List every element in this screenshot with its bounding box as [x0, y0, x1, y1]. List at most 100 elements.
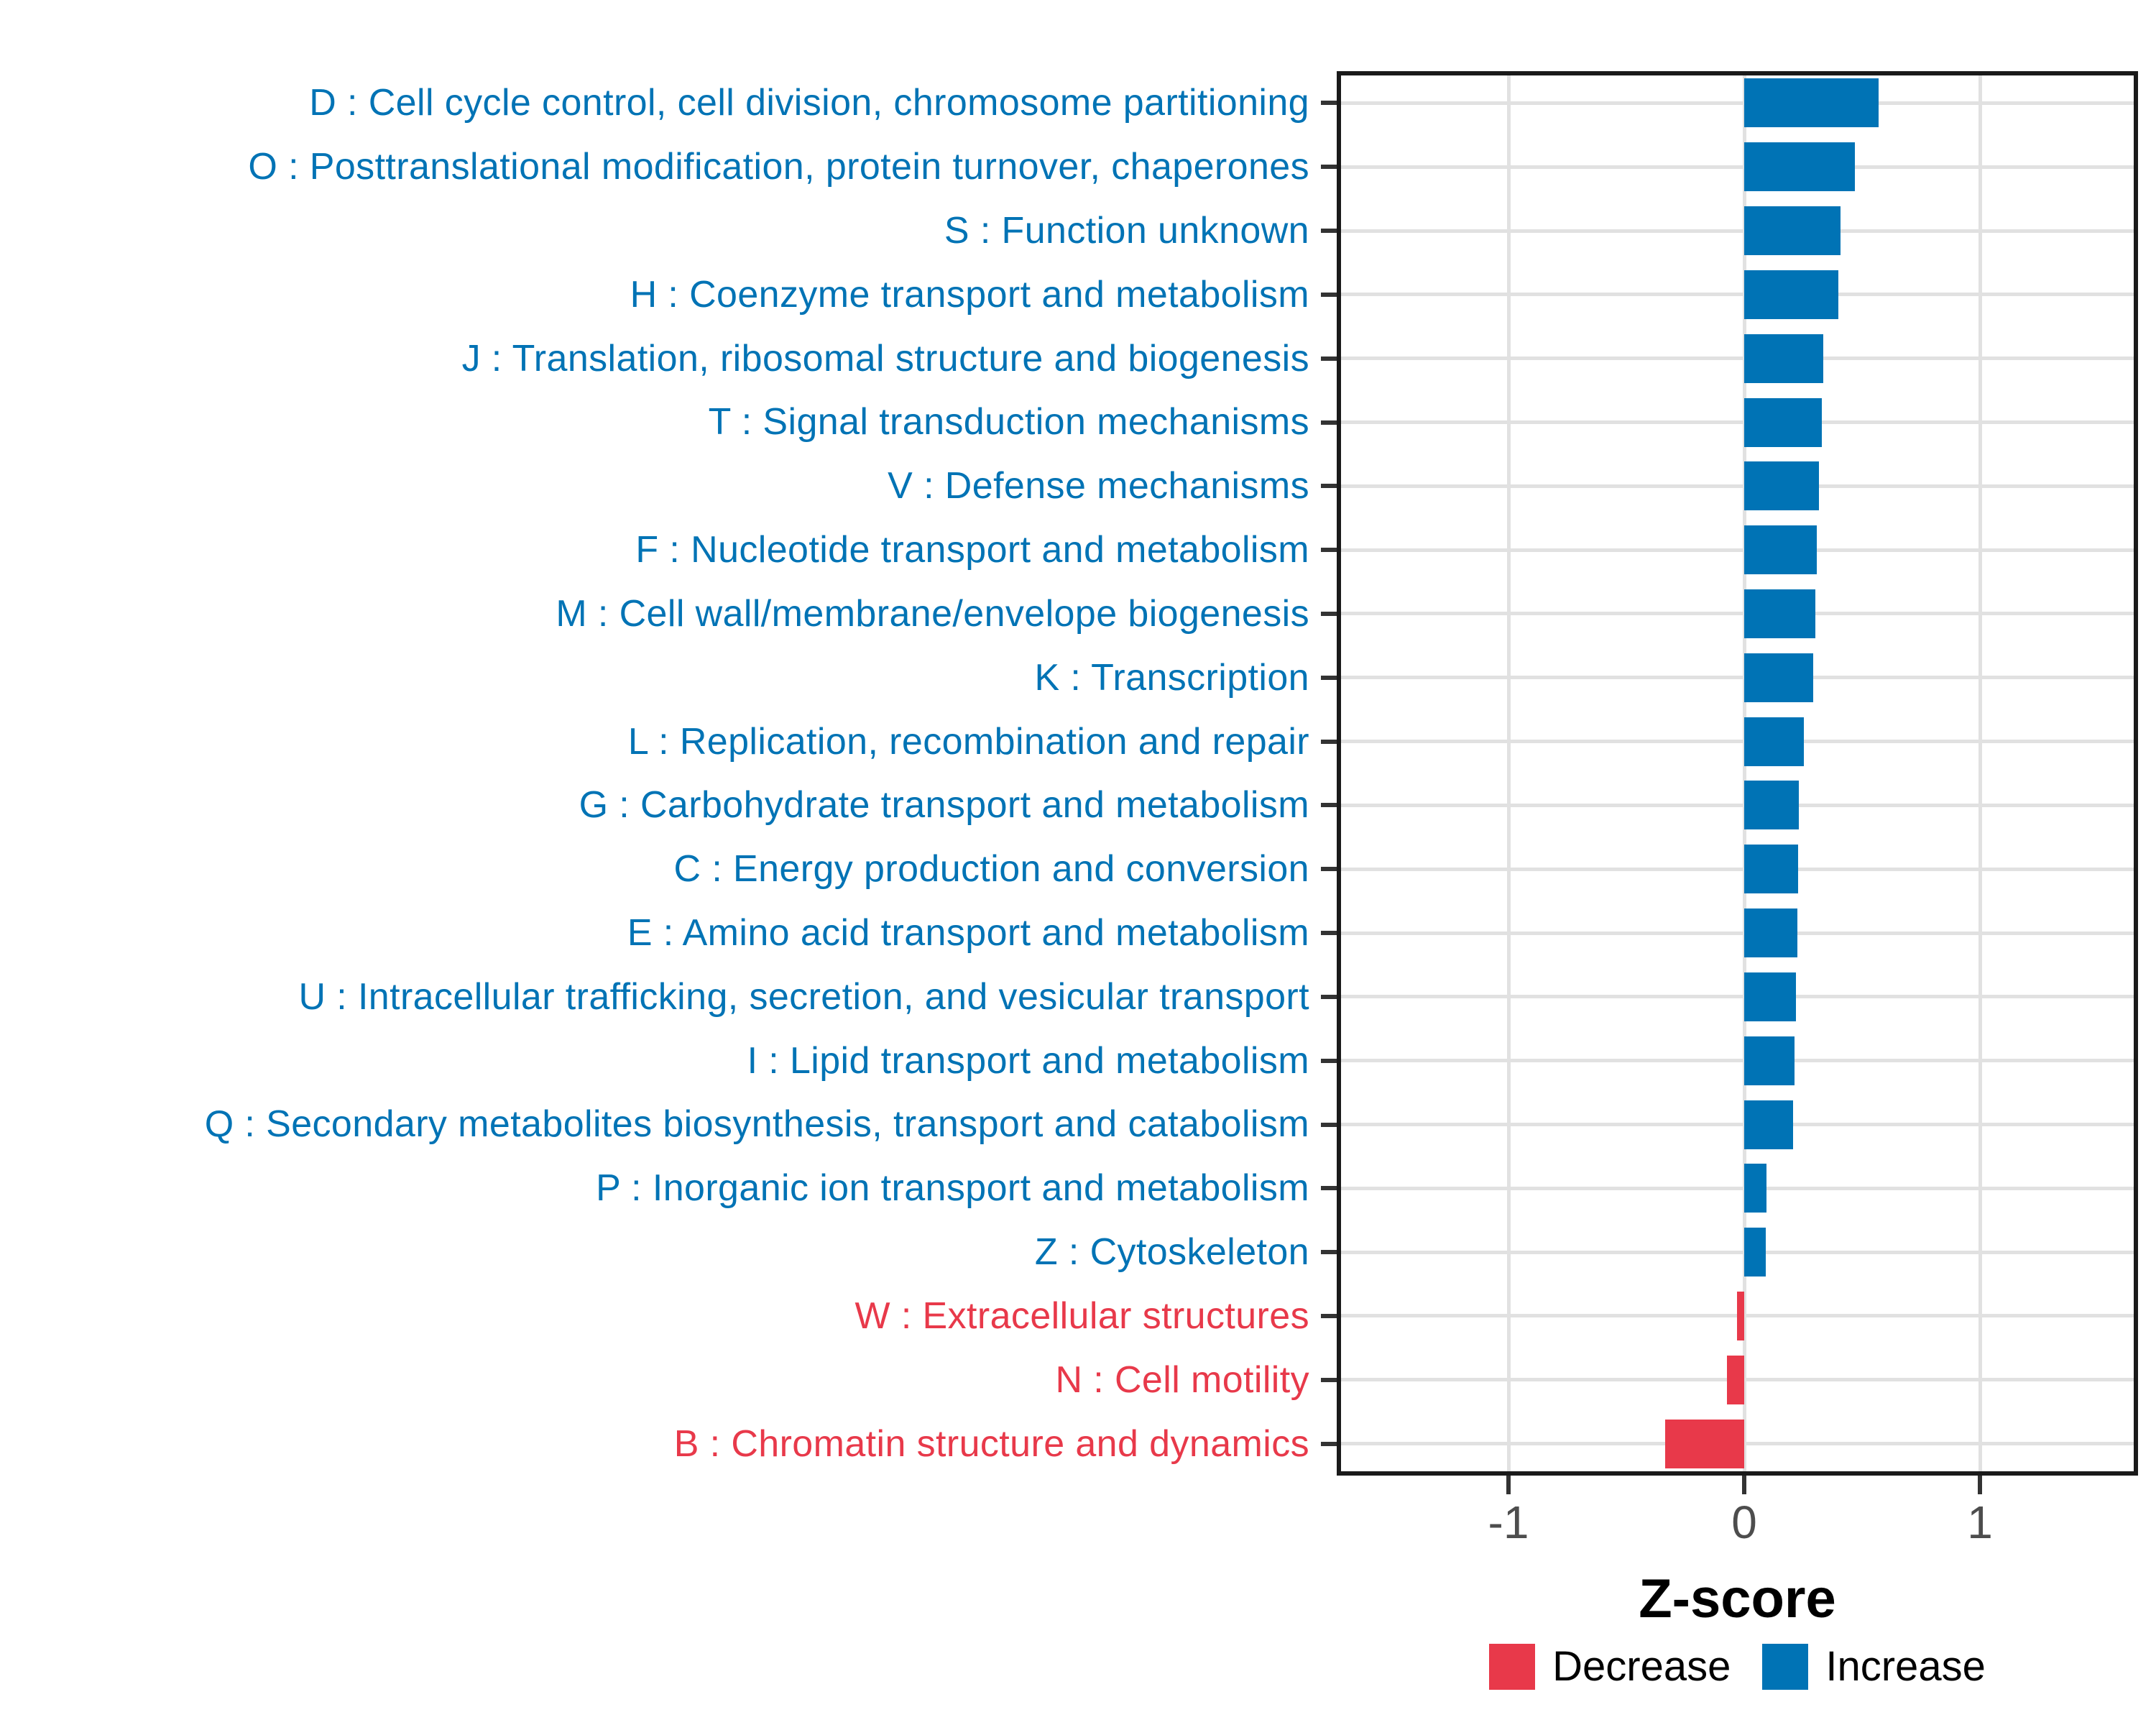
x-gridline — [1506, 71, 1511, 1476]
y-axis-label: B : Chromatin structure and dynamics — [673, 1422, 1309, 1465]
y-axis-tick — [1321, 867, 1337, 872]
y-axis-label: F : Nucleotide transport and metabolism — [635, 529, 1309, 571]
y-axis-tick — [1321, 1313, 1337, 1318]
bar — [1744, 653, 1813, 702]
y-axis-tick — [1321, 229, 1337, 234]
bar — [1665, 1419, 1744, 1468]
bar — [1744, 334, 1823, 383]
y-gridline — [1337, 1250, 2138, 1254]
y-axis-label: M : Cell wall/membrane/envelope biogenes… — [556, 592, 1309, 635]
y-axis-label: C : Energy production and conversion — [673, 848, 1309, 891]
y-axis-tick — [1321, 739, 1337, 744]
bar — [1744, 397, 1822, 447]
x-axis-title: Z-score — [1639, 1568, 1836, 1629]
y-axis-label: U : Intracellular trafficking, secretion… — [298, 975, 1309, 1018]
y-gridline — [1337, 101, 2138, 105]
y-gridline — [1337, 165, 2138, 169]
x-gridline — [1742, 71, 1746, 1476]
y-gridline — [1337, 548, 2138, 552]
bar — [1744, 1164, 1766, 1213]
y-axis-tick — [1321, 165, 1337, 170]
bar — [1744, 1036, 1795, 1085]
bar — [1744, 1228, 1766, 1277]
y-axis-tick — [1321, 803, 1337, 808]
y-gridline — [1337, 995, 2138, 999]
x-axis-tick — [1742, 1476, 1746, 1494]
y-axis-label: L : Replication, recombination and repai… — [627, 720, 1309, 763]
y-axis-tick — [1321, 548, 1337, 553]
bar — [1744, 78, 1879, 128]
y-axis-tick — [1321, 292, 1337, 297]
y-gridline — [1337, 356, 2138, 361]
y-gridline — [1337, 1186, 2138, 1190]
y-axis-tick — [1321, 356, 1337, 361]
legend-swatch-decrease — [1489, 1643, 1536, 1690]
y-axis-label: D : Cell cycle control, cell division, c… — [309, 82, 1309, 124]
y-axis-tick — [1321, 1058, 1337, 1063]
bar — [1744, 845, 1798, 894]
y-gridline — [1337, 676, 2138, 680]
bar — [1744, 908, 1797, 958]
y-axis-tick — [1321, 1186, 1337, 1191]
y-axis-label: E : Amino acid transport and metabolism — [627, 912, 1309, 954]
y-axis-tick — [1321, 931, 1337, 936]
y-axis-label: G : Carbohydrate transport and metabolis… — [579, 784, 1309, 827]
y-axis-label: P : Inorganic ion transport and metaboli… — [596, 1167, 1309, 1210]
bar — [1744, 142, 1856, 192]
y-axis-label: Q : Secondary metabolites biosynthesis, … — [204, 1103, 1309, 1146]
bar — [1744, 589, 1816, 638]
legend-item-increase: Increase — [1762, 1642, 1986, 1690]
y-gridline — [1337, 484, 2138, 488]
y-axis-label: T : Signal transduction mechanisms — [708, 401, 1309, 443]
y-axis-tick — [1321, 101, 1337, 106]
y-axis-tick — [1321, 611, 1337, 616]
panel-border — [1337, 71, 2138, 1476]
x-axis-tick — [1506, 1476, 1511, 1494]
y-gridline — [1337, 931, 2138, 935]
y-axis-tick — [1321, 1250, 1337, 1255]
y-axis-tick — [1321, 1122, 1337, 1127]
bar — [1736, 1291, 1744, 1340]
x-axis-tick-label: -1 — [1488, 1496, 1529, 1548]
y-gridline — [1337, 293, 2138, 297]
bar — [1744, 525, 1818, 575]
legend-item-decrease: Decrease — [1489, 1642, 1731, 1690]
bar — [1744, 717, 1804, 766]
y-gridline — [1337, 740, 2138, 744]
legend-label-decrease: Decrease — [1552, 1643, 1731, 1690]
y-axis-tick — [1321, 1377, 1337, 1382]
bar — [1727, 1355, 1744, 1404]
bar — [1744, 270, 1839, 319]
x-axis-tick-label: 1 — [1967, 1496, 1993, 1548]
y-gridline — [1337, 612, 2138, 616]
y-gridline — [1337, 420, 2138, 424]
y-axis-label: N : Cell motility — [1055, 1358, 1309, 1401]
legend-label-increase: Increase — [1825, 1643, 1986, 1690]
bar — [1744, 1100, 1793, 1149]
x-axis-tick-label: 0 — [1731, 1496, 1757, 1548]
plot-panel — [1337, 71, 2138, 1476]
y-axis-label: I : Lipid transport and metabolism — [747, 1039, 1309, 1082]
y-axis-label: H : Coenzyme transport and metabolism — [630, 273, 1309, 316]
y-gridline — [1337, 803, 2138, 807]
y-axis-tick — [1321, 420, 1337, 425]
y-axis-label: O : Posttranslational modification, prot… — [248, 146, 1309, 188]
y-axis-label: K : Transcription — [1034, 656, 1309, 699]
y-gridline — [1337, 229, 2138, 233]
bar — [1744, 461, 1820, 511]
x-gridline — [1978, 71, 1982, 1476]
bar — [1744, 781, 1799, 830]
legend: Decrease Increase — [1337, 1642, 2138, 1690]
y-axis-label: S : Function unknown — [944, 210, 1309, 252]
legend-swatch-increase — [1762, 1643, 1809, 1690]
y-gridline — [1337, 867, 2138, 871]
bar — [1744, 972, 1797, 1021]
y-gridline — [1337, 1059, 2138, 1063]
y-axis-tick — [1321, 994, 1337, 999]
y-axis-tick — [1321, 675, 1337, 680]
y-axis-tick — [1321, 1441, 1337, 1446]
y-axis-label: J : Translation, ribosomal structure and… — [461, 337, 1309, 380]
x-axis-tick — [1978, 1476, 1982, 1494]
y-axis-tick — [1321, 484, 1337, 489]
